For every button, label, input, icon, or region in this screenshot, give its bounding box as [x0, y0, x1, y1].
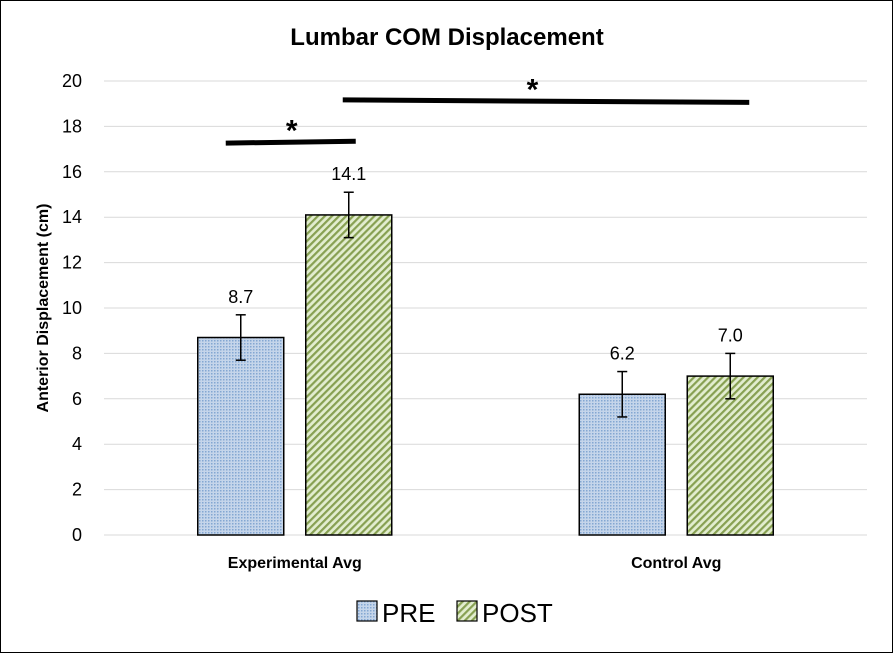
category-label: Control Avg — [631, 555, 721, 572]
bars — [197, 214, 774, 536]
error-bars — [235, 191, 736, 418]
bar-post-experimental — [305, 214, 393, 536]
y-tick-label: 6 — [72, 389, 82, 409]
significance-bar — [225, 138, 356, 146]
data-label: 8.7 — [228, 287, 253, 307]
data-label: 6.2 — [610, 344, 635, 364]
y-tick-label: 10 — [62, 298, 82, 318]
category-labels: Experimental Avg Control Avg — [228, 555, 722, 572]
y-tick-label: 4 — [72, 434, 82, 454]
legend-swatch-post — [456, 600, 478, 622]
significance-annotations: ** — [225, 73, 750, 147]
significance-star: * — [527, 73, 539, 106]
chart-title: Lumbar COM Displacement — [290, 24, 603, 51]
y-tick-label: 16 — [62, 162, 82, 182]
bar-pre-control — [578, 393, 666, 536]
significance-star: * — [286, 114, 298, 147]
legend: PRE POST — [356, 598, 553, 628]
category-label: Experimental Avg — [228, 555, 362, 572]
legend-label-pre: PRE — [382, 598, 435, 628]
y-tick-label: 8 — [72, 343, 82, 363]
y-tick-label: 12 — [62, 253, 82, 273]
bar-pre-experimental — [197, 336, 285, 536]
legend-label-post: POST — [482, 598, 553, 628]
y-tick-label: 20 — [62, 71, 82, 91]
data-labels: 8.7 14.1 6.2 7.0 — [228, 164, 743, 363]
y-tick-label: 14 — [62, 207, 82, 227]
data-label: 7.0 — [718, 325, 743, 345]
y-tick-label: 2 — [72, 480, 82, 500]
y-axis-ticks: 0 2 4 6 8 10 12 14 16 18 20 — [62, 71, 82, 545]
y-axis-label: Anterior Displacement (cm) — [35, 204, 52, 413]
legend-swatch-pre — [356, 600, 378, 622]
y-tick-label: 18 — [62, 116, 82, 136]
significance-bar — [342, 97, 750, 105]
y-tick-label: 0 — [72, 525, 82, 545]
bar-post-control — [686, 375, 774, 536]
data-label: 14.1 — [331, 164, 366, 184]
